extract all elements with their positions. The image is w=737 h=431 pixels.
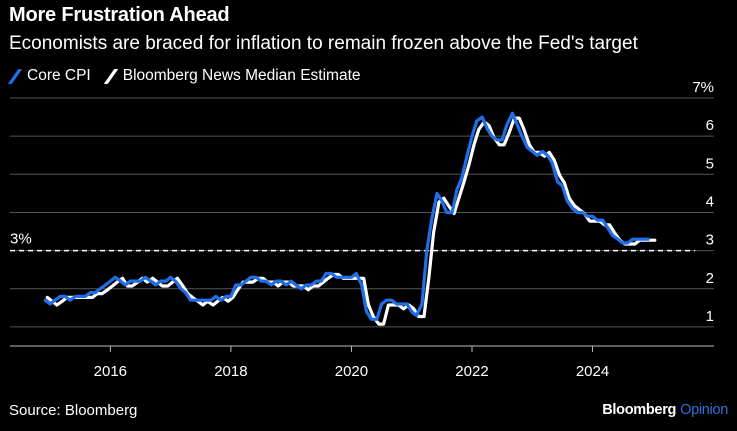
x-tick-label-2020: 2020 xyxy=(335,363,368,380)
x-tick-label-2016: 2016 xyxy=(94,363,127,380)
legend-label-median-estimate: Bloomberg News Median Estimate xyxy=(122,67,361,84)
brand-logo: Bloomberg Opinion xyxy=(602,402,728,418)
brand-name: Bloomberg xyxy=(602,402,677,418)
x-tick-label-2024: 2024 xyxy=(576,363,609,380)
series-line-core-cpi xyxy=(43,111,650,321)
legend-label-core-cpi: Core CPI xyxy=(27,67,91,84)
y-tick-label-1: 1 xyxy=(706,308,714,325)
y-tick-label-7: 7% xyxy=(692,79,714,96)
y-tick-label-2: 2 xyxy=(706,270,714,287)
chart-subtitle: Economists are braced for inflation to r… xyxy=(9,33,638,54)
chart-legend: Core CPI Bloomberg News Median Estimate xyxy=(7,67,375,85)
y-tick-label-3: 3 xyxy=(706,232,714,249)
x-tick-label-2018: 2018 xyxy=(214,363,247,380)
series-line-median-estimate xyxy=(45,116,657,326)
chart-title: More Frustration Ahead xyxy=(9,4,230,26)
brand-suffix: Opinion xyxy=(680,402,728,418)
legend-item-median-estimate: Bloomberg News Median Estimate xyxy=(103,67,361,85)
reference-line-label: 3% xyxy=(10,231,32,248)
x-tick-label-2022: 2022 xyxy=(455,363,488,380)
y-tick-label-5: 5 xyxy=(706,155,714,172)
y-tick-label-4: 4 xyxy=(706,193,714,210)
y-tick-label-6: 6 xyxy=(706,117,714,134)
source-note: Source: Bloomberg xyxy=(9,402,138,419)
legend-item-core-cpi: Core CPI xyxy=(7,67,91,85)
